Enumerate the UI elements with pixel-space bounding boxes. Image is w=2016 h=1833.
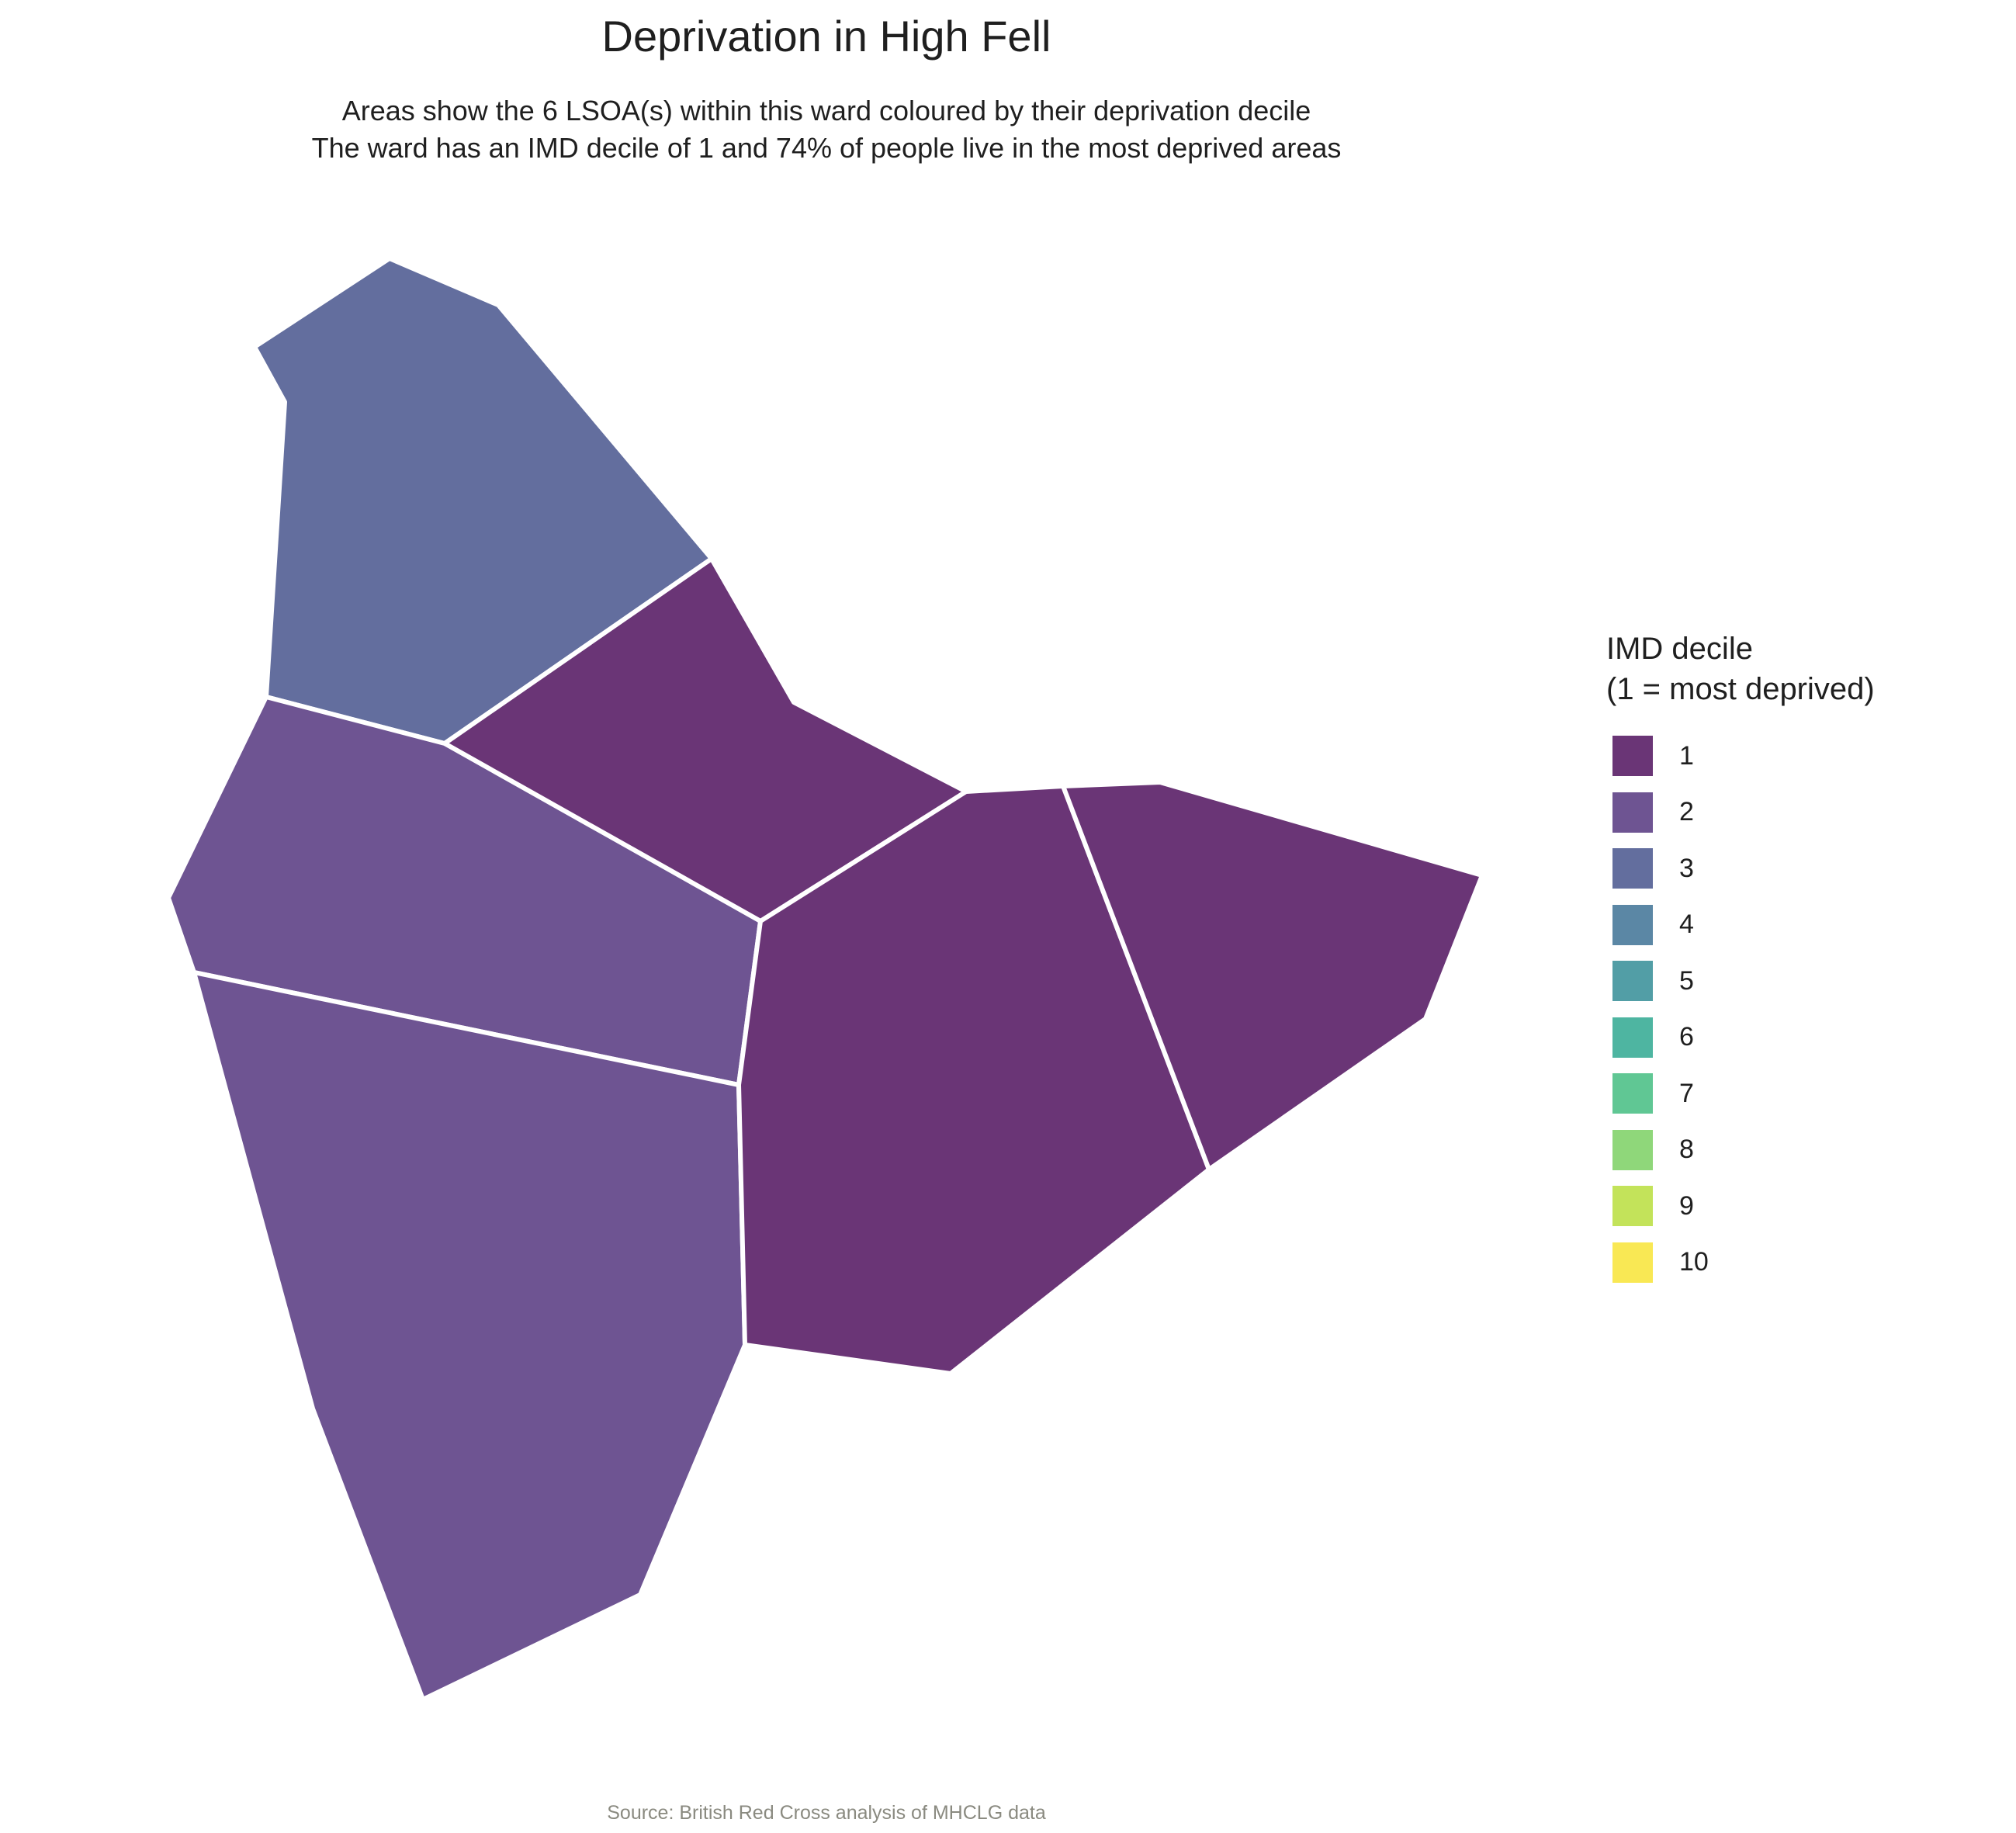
legend-swatch [1612,1073,1653,1114]
legend-label: 5 [1679,965,1694,996]
lsoa-south-west [192,970,747,1702]
legend-label: 10 [1679,1247,1709,1277]
legend-item-2: 2 [1606,785,1875,841]
legend-label: 9 [1679,1190,1694,1221]
legend-label: 2 [1679,797,1694,827]
legend-item-3: 3 [1606,840,1875,897]
map-title: Deprivation in High Fell [601,12,1051,61]
legend-label: 6 [1679,1022,1694,1052]
legend-label: 1 [1679,740,1694,771]
legend-item-10: 10 [1606,1235,1875,1291]
legend-item-5: 5 [1606,953,1875,1010]
legend-swatch [1612,1242,1653,1283]
legend-swatch [1612,792,1653,833]
legend-label: 4 [1679,910,1694,940]
legend-swatch [1612,1129,1653,1170]
map-subtitle-line2: The ward has an IMD decile of 1 and 74% … [311,132,1342,164]
legend-item-6: 6 [1606,1010,1875,1066]
lsoa-south-centre [736,784,1211,1376]
legend-items: 1 2 3 4 5 6 7 8 9 10 [1606,728,1875,1291]
legend-title-line2: (1 = most deprived) [1606,672,1875,706]
legend: IMD decile (1 = most deprived) 1 2 3 4 5 6 7 8 9… [1606,629,1875,1291]
source-caption: Source: British Red Cross analysis of MH… [607,1802,1046,1824]
legend-swatch [1612,736,1653,777]
legend-title-line1: IMD decile [1606,632,1753,666]
legend-item-8: 8 [1606,1122,1875,1179]
legend-item-4: 4 [1606,897,1875,954]
legend-item-7: 7 [1606,1065,1875,1122]
legend-swatch [1612,848,1653,889]
legend-label: 3 [1679,853,1694,883]
legend-swatch [1612,1186,1653,1227]
legend-swatch [1612,904,1653,945]
legend-item-1: 1 [1606,728,1875,785]
legend-item-9: 9 [1606,1178,1875,1235]
lsoa-east [1061,780,1484,1172]
map-subtitle-line1: Areas show the 6 LSOA(s) within this war… [341,95,1311,126]
legend-label: 8 [1679,1135,1694,1165]
legend-label: 7 [1679,1078,1694,1108]
legend-swatch [1612,1017,1653,1058]
legend-swatch [1612,961,1653,1002]
